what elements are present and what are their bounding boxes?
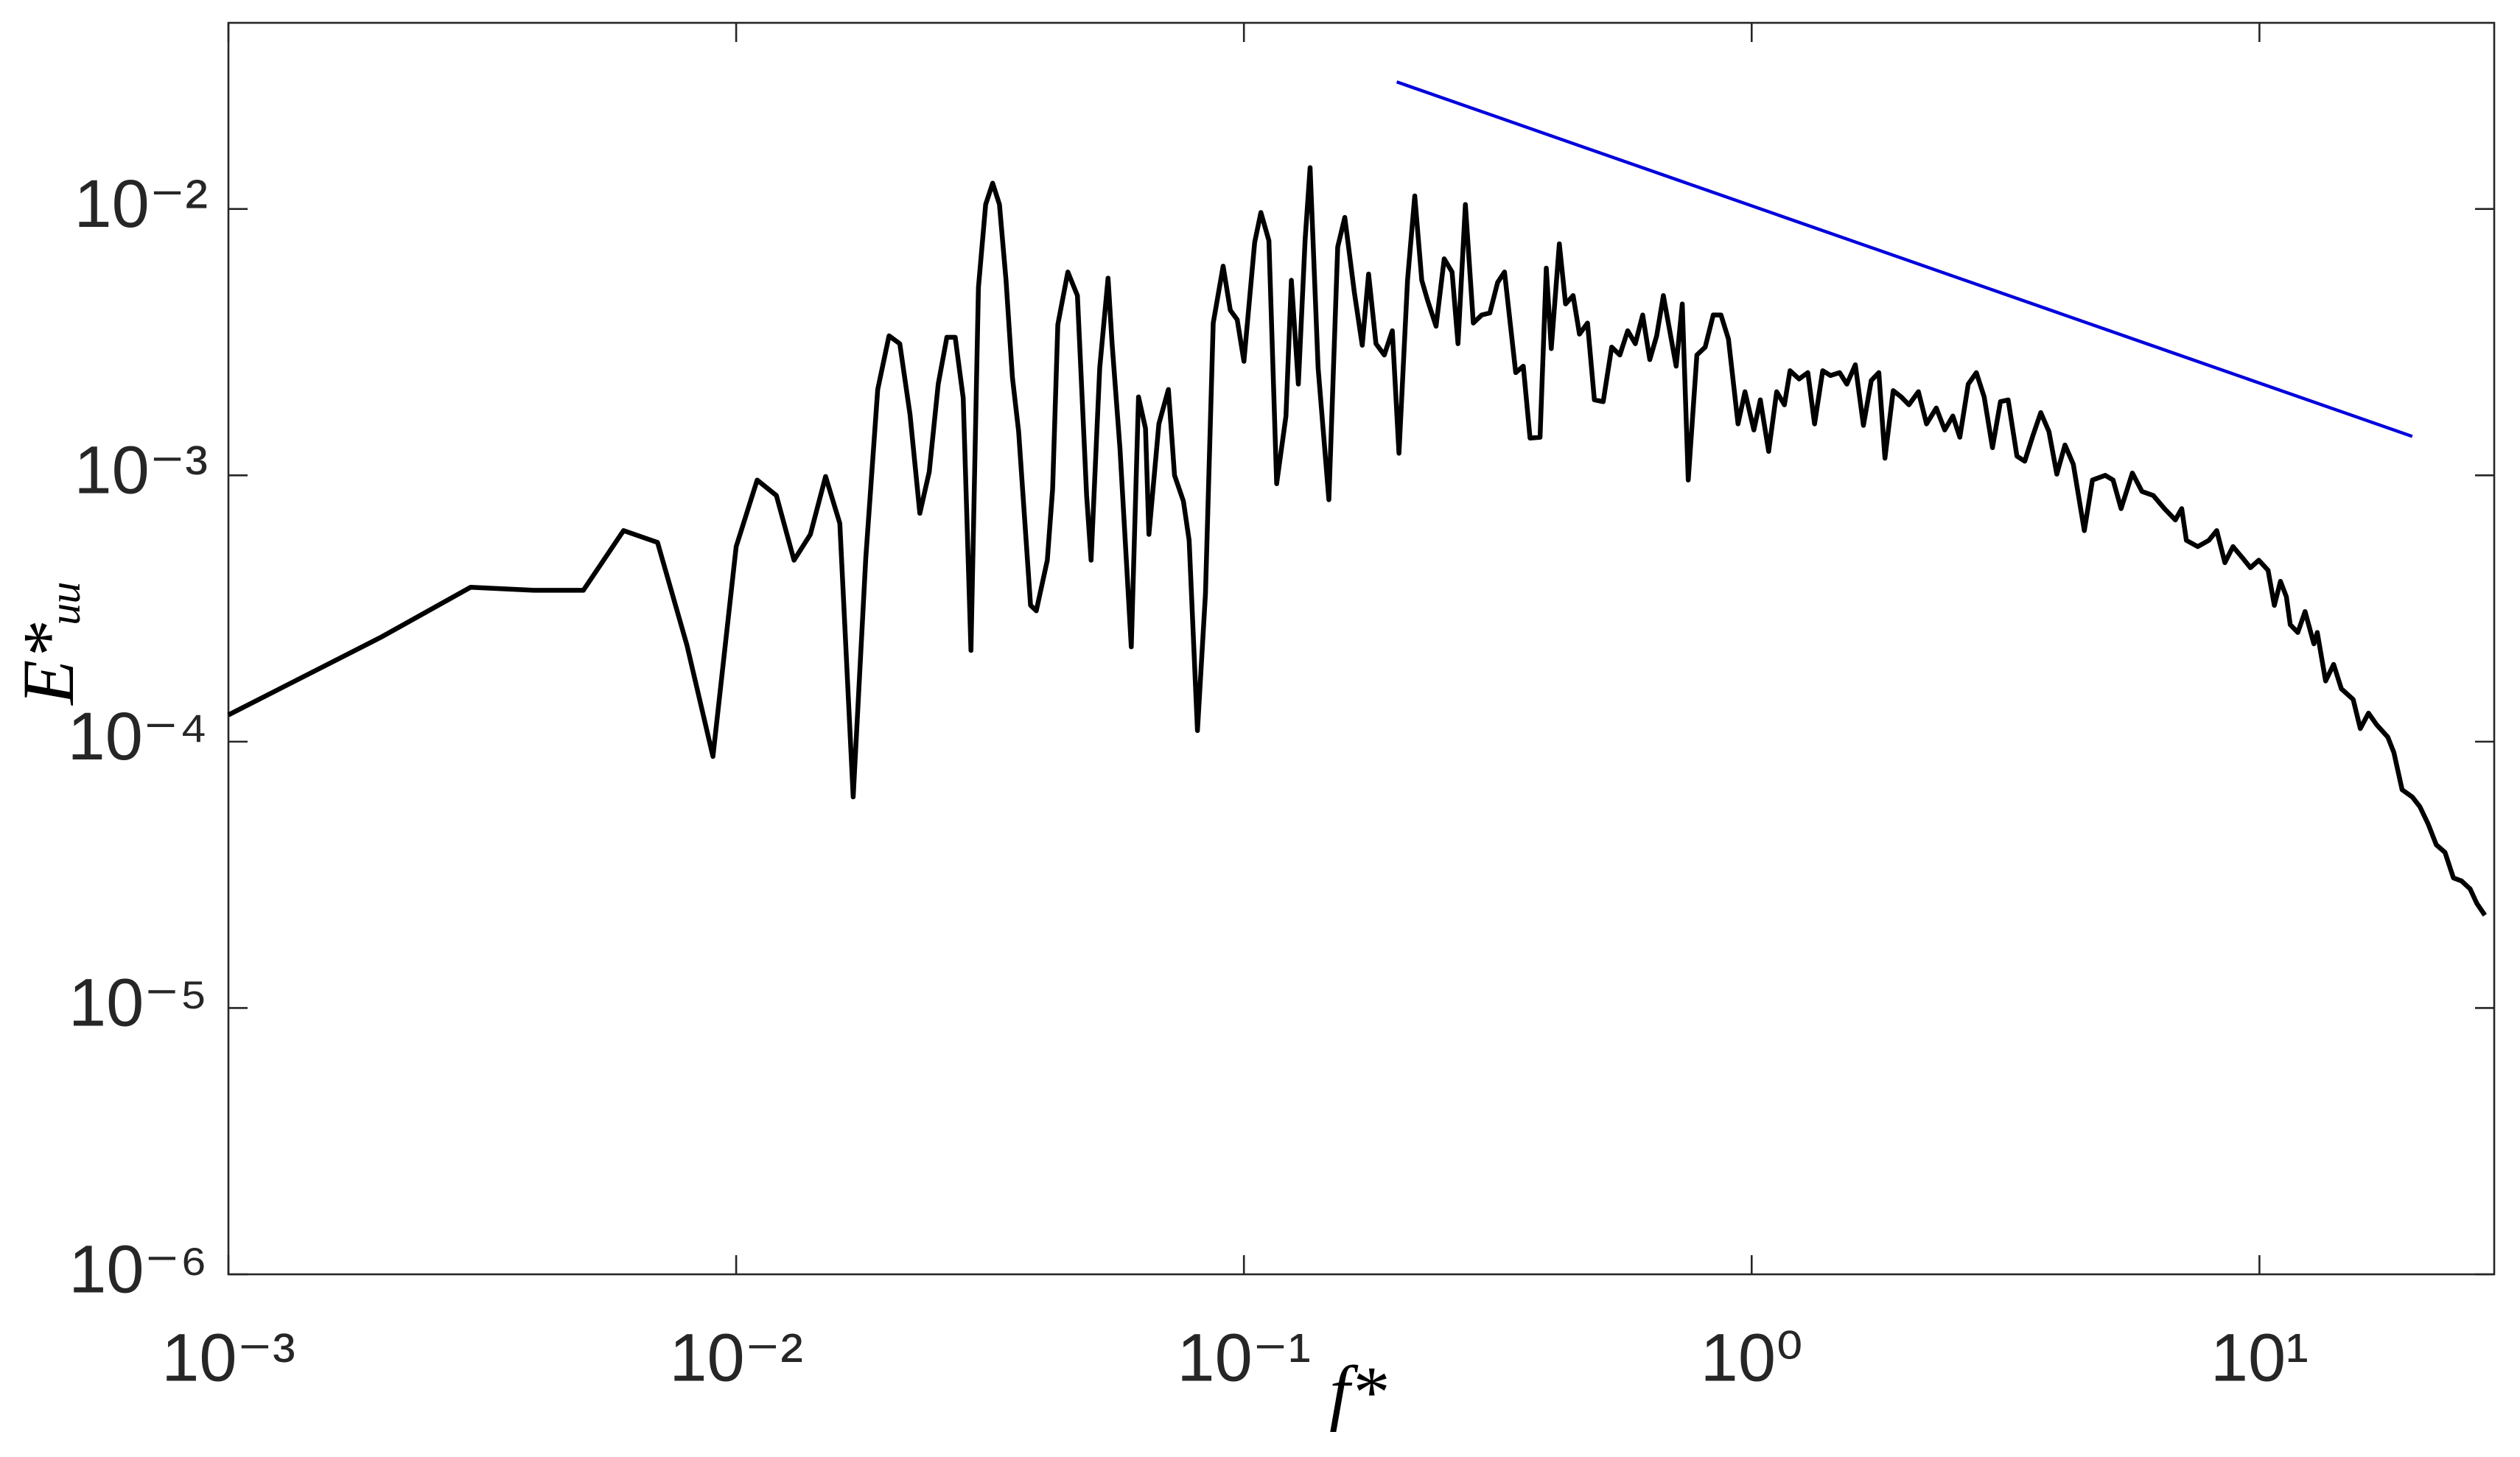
y-tick-label: 10⁻⁴ [68,699,208,774]
x-tick-label: 10⁻² [669,1320,803,1395]
x-axis-label: f* [1329,1351,1387,1433]
y-tick-label: 10⁻³ [74,433,208,508]
y-tick-label: 10⁻² [74,166,208,242]
plot-frame [227,21,2496,1276]
y-axis-label: E*ᵤᵤ [7,580,89,706]
series-line [227,165,2488,917]
y-tick-label: 10⁻⁵ [69,966,208,1041]
series-line [1396,80,2413,438]
y-tick-label: 10⁻⁶ [69,1232,208,1307]
x-tick-label: 10¹ [2211,1320,2309,1395]
x-tick-label: 10⁰ [1701,1320,1803,1395]
x-tick-label: 10⁻¹ [1177,1320,1311,1395]
x-tick-label: 10⁻³ [161,1320,295,1395]
